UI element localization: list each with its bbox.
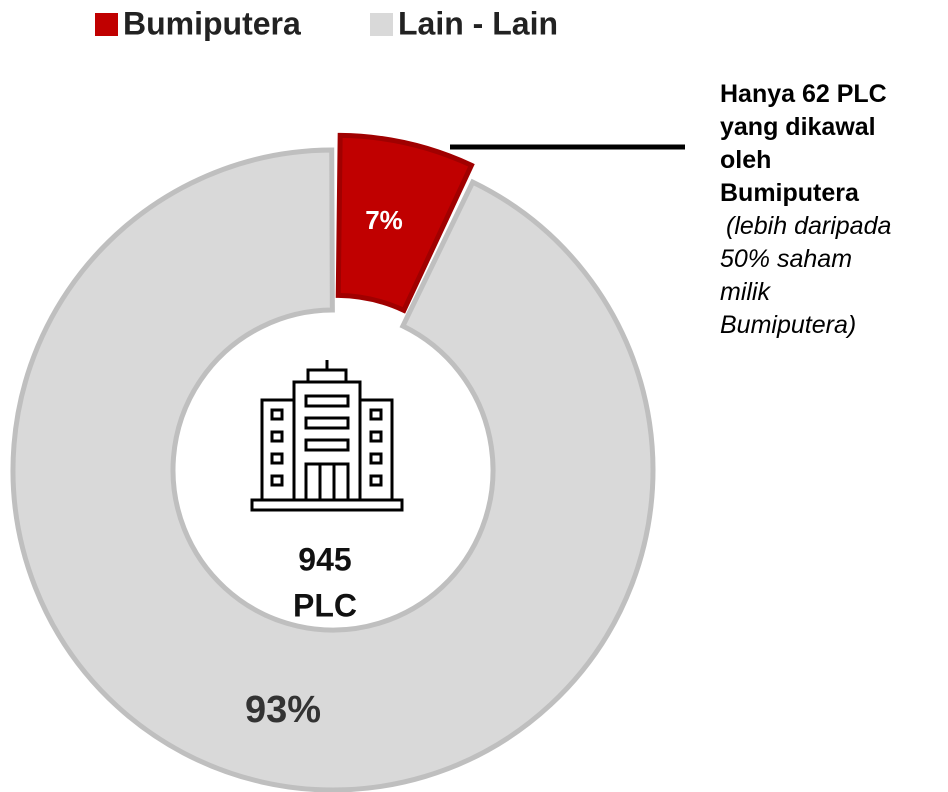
annotation-line: Bumiputera <box>720 179 859 207</box>
value-label: 93% <box>245 689 321 731</box>
building-icon <box>250 360 404 512</box>
legend-swatch <box>370 13 393 36</box>
annotation-line: milik <box>720 278 770 306</box>
annotation-line: 50% saham <box>720 245 853 273</box>
legend-label: Lain - Lain <box>398 5 558 41</box>
annotation-line: Bumiputera) <box>720 311 857 339</box>
donut-slice <box>335 132 475 314</box>
legend-swatch <box>95 13 118 36</box>
annotation-line: oleh <box>720 146 772 174</box>
value-label: 7% <box>365 205 403 235</box>
annotation-line: yang dikawal <box>720 113 876 141</box>
center-label: PLC <box>293 587 357 623</box>
annotation-line: (lebih daripada <box>726 212 892 240</box>
legend-label: Bumiputera <box>123 5 301 41</box>
annotation: Hanya 62 PLC yang dikawal oleh Bumiputera (l… <box>720 78 948 342</box>
annotation-line: Hanya 62 PLC <box>720 80 887 108</box>
donut-slice <box>10 147 656 792</box>
center-label: 945 <box>298 541 351 577</box>
